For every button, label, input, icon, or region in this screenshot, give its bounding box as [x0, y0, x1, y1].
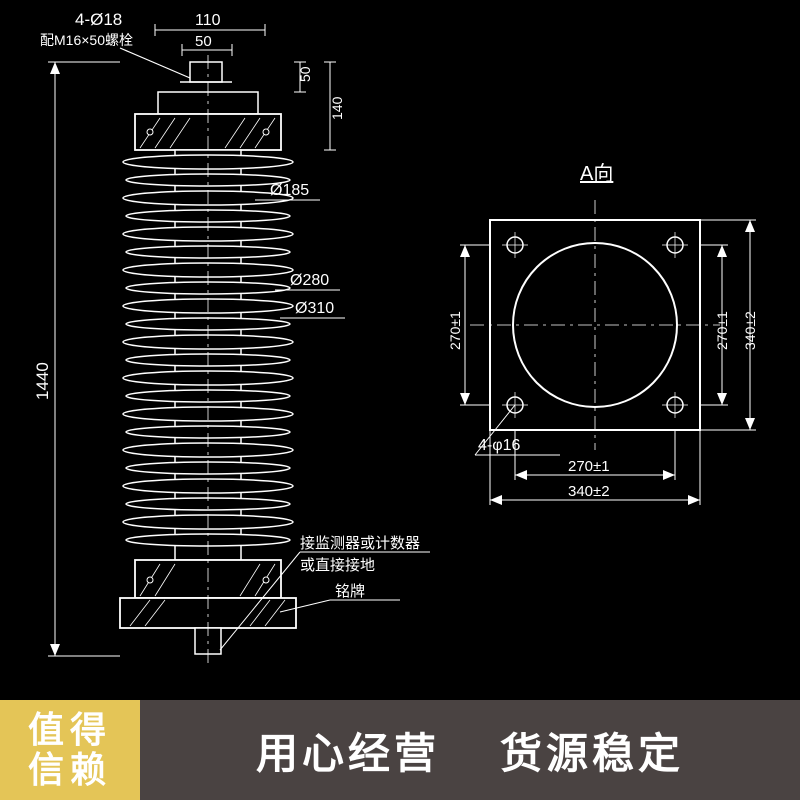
slogan-right: 货源稳定: [500, 720, 684, 781]
plan-view: A向: [447, 162, 758, 505]
footer-banner: 值得 信赖 用心经营 货源稳定: [0, 700, 800, 800]
note-nameplate: 铭牌: [335, 583, 365, 600]
dim-top-50: 50: [297, 66, 313, 82]
plan-dim-270v: 270±1: [714, 311, 730, 350]
plan-bolt-spec: 4-φ16: [478, 437, 521, 454]
dim-top-140: 140: [329, 96, 345, 120]
callout-top-bolt-sub: 配M16×50螺栓: [40, 32, 133, 48]
dim-d280: Ø280: [290, 272, 329, 289]
page-root: 4-Ø18 配M16×50螺栓 110 50 50: [0, 0, 800, 800]
dim-1440: 1440: [33, 362, 52, 400]
plan-title: A向: [580, 162, 613, 185]
plan-dim-340v: 340±2: [742, 311, 758, 350]
plan-dim-270h: 270±1: [568, 458, 610, 475]
cad-svg: 4-Ø18 配M16×50螺栓 110 50 50: [0, 0, 800, 700]
leader-top-bolt: [120, 48, 190, 78]
callout-top-bolt: 4-Ø18: [75, 10, 122, 29]
slogan-left: 用心经营: [256, 720, 440, 781]
dim-110: 110: [195, 12, 221, 29]
dim-50: 50: [195, 33, 212, 50]
plan-dim-340h: 340±2: [568, 483, 610, 500]
note-counter-2: 或直接接地: [300, 557, 375, 574]
dim-d310: Ø310: [295, 300, 334, 317]
plan-dim-270v-left: 270±1: [447, 311, 463, 350]
dim-d185: Ø185: [270, 182, 309, 199]
note-counter-1: 接监测器或计数器: [300, 535, 420, 552]
cad-drawing: 4-Ø18 配M16×50螺栓 110 50 50: [0, 0, 800, 700]
trust-badge: 值得 信赖: [0, 700, 140, 800]
top-terminal: [190, 62, 222, 82]
slogan-row: 用心经营 货源稳定: [140, 720, 800, 781]
badge-text-top: 值得: [28, 710, 112, 750]
badge-text-bottom: 信赖: [28, 750, 112, 790]
elevation-view: 4-Ø18 配M16×50螺栓 110 50 50: [33, 10, 430, 665]
